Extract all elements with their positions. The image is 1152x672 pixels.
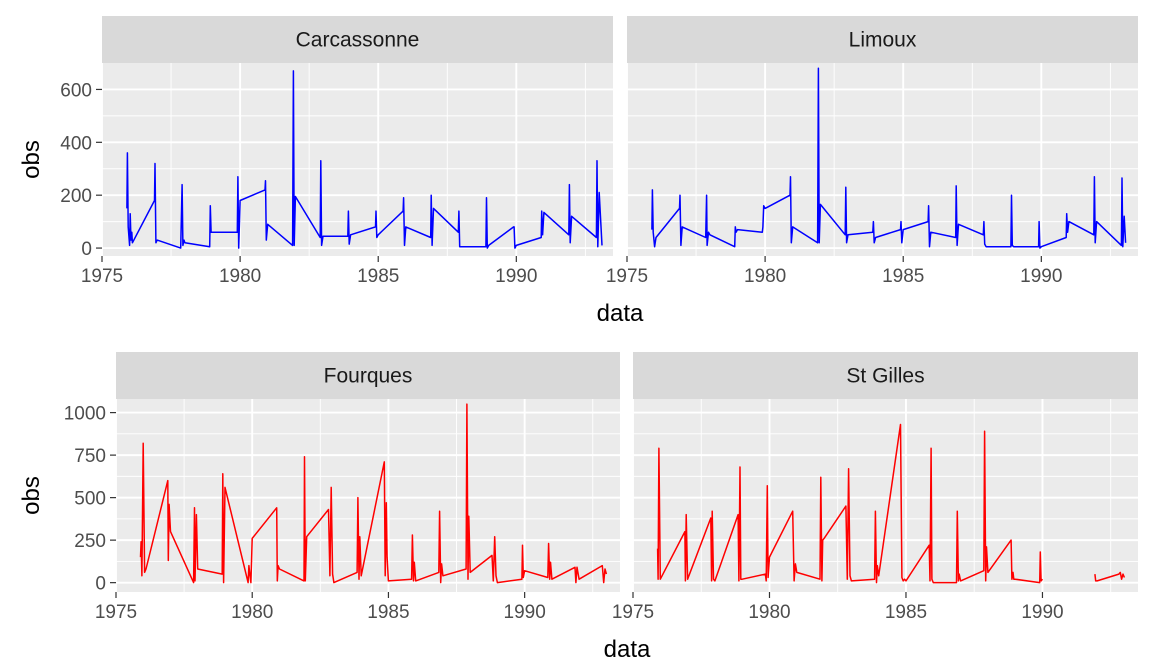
strip-background: [633, 352, 1138, 399]
series-line-limoux: [651, 67, 1127, 249]
y-tick-label: 750: [74, 446, 106, 467]
y-tick-label: 250: [74, 531, 106, 552]
y-tick-label: 200: [60, 186, 92, 207]
panel-carcassonne: Carcassonne 1975 1980 1985 1990 0 200 400 600: [60, 16, 613, 287]
strip-label: St Gilles: [846, 365, 924, 388]
y-tick-label: 0: [81, 239, 92, 260]
x-tick-label: 1985: [885, 602, 927, 623]
x-tick-label: 1980: [231, 602, 273, 623]
panel-background: [102, 63, 613, 256]
strip-label: Fourques: [324, 365, 413, 388]
y-tick-label: 0: [95, 574, 106, 595]
x-tick-label: 1990: [504, 602, 546, 623]
x-axis-title: data: [604, 636, 651, 663]
y-axis-title: obs: [18, 476, 45, 515]
y-tick-label: 1000: [64, 404, 106, 425]
y-tick-label: 400: [60, 133, 92, 154]
x-tick-label: 1975: [95, 602, 137, 623]
x-tick-label: 1975: [612, 602, 654, 623]
strip-background: [116, 352, 620, 399]
panel-background: [116, 399, 620, 592]
panel-background: [633, 399, 1138, 592]
x-tick-label: 1980: [748, 602, 790, 623]
y-tick-label: 600: [60, 80, 92, 101]
panel-fourques: Fourques 1975 1980 1985 1990 0 250 500 750 1000: [64, 352, 620, 623]
x-tick-label: 1975: [606, 266, 648, 287]
series-line-fourques: [139, 403, 608, 584]
x-tick-label: 1975: [81, 266, 123, 287]
strip-background: [627, 16, 1138, 63]
x-tick-label: 1985: [882, 266, 924, 287]
strip-label: Carcassonne: [296, 29, 420, 52]
x-tick-label: 1980: [744, 266, 786, 287]
x-tick-label: 1990: [1021, 602, 1063, 623]
x-tick-label: 1980: [219, 266, 261, 287]
facet-row-2: Fourques 1975 1980 1985 1990 0 250 500 750 1000 St…: [18, 352, 1138, 663]
series-line-carcassonne: [126, 70, 603, 249]
facet-row-1: Carcassonne 1975 1980 1985 1990 0 200 400 600 Lim…: [18, 16, 1138, 327]
series-line-st-gilles: [656, 423, 1126, 584]
y-axis-title: obs: [18, 140, 45, 179]
panel-limoux: Limoux 1975 1980 1985 1990: [606, 16, 1138, 287]
x-tick-label: 1985: [357, 266, 399, 287]
panel-background: [627, 63, 1138, 256]
panel-st-gilles: St Gilles 1975 1980 1985 1990: [612, 352, 1138, 623]
strip-label: Limoux: [849, 29, 917, 52]
x-tick-label: 1990: [495, 266, 537, 287]
x-axis-title: data: [597, 300, 644, 327]
strip-background: [102, 16, 613, 63]
x-tick-label: 1990: [1020, 266, 1062, 287]
x-tick-label: 1985: [367, 602, 409, 623]
y-tick-label: 500: [74, 489, 106, 510]
